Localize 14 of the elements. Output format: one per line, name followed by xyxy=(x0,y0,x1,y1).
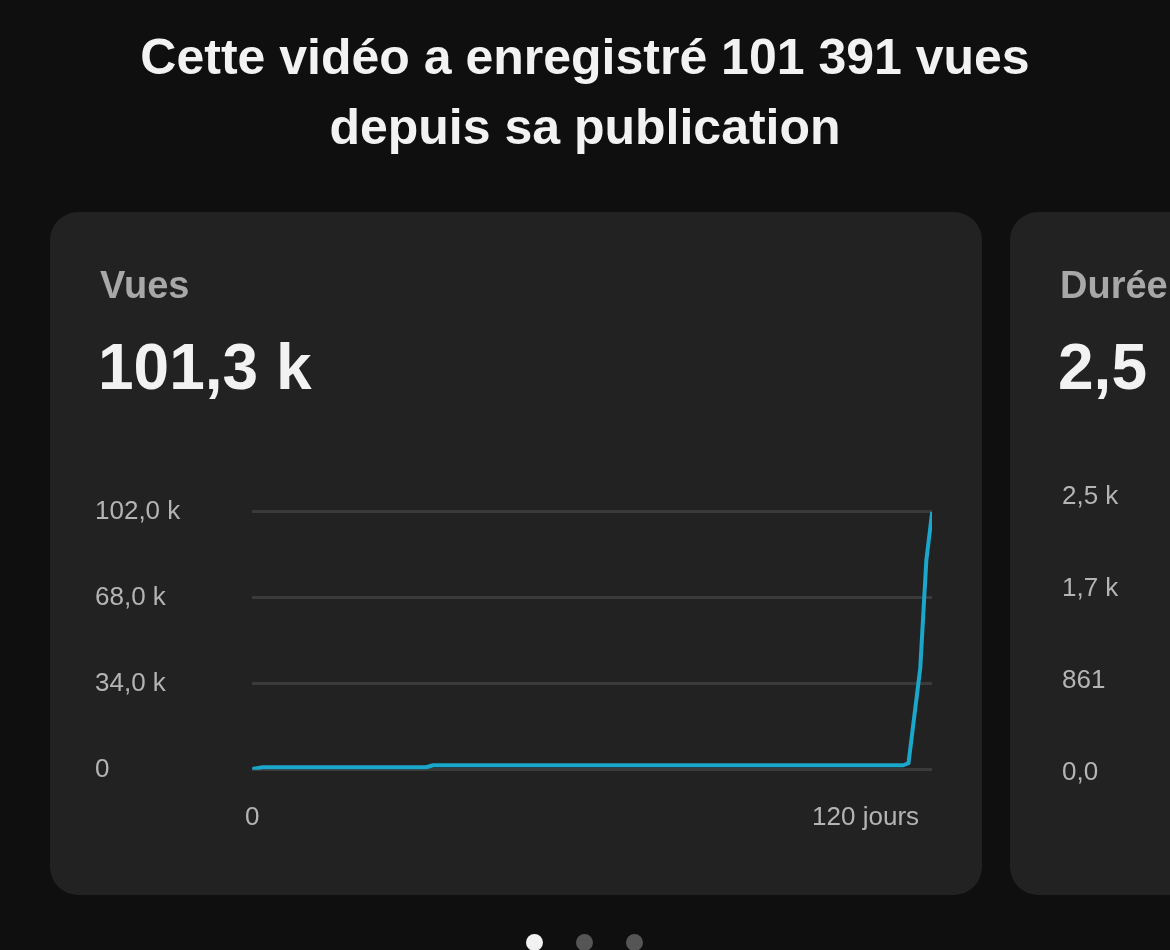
y-tick-label: 0 xyxy=(95,752,110,783)
text: 101,3 k xyxy=(98,330,312,404)
y-tick-label: 34,0 k xyxy=(95,666,167,697)
text: 861 xyxy=(1062,664,1106,695)
chart-title: Cette vidéo a enregistré 101 391 vues depuis sa publication xyxy=(139,28,1031,157)
text: 0,0 xyxy=(1062,756,1099,787)
text: 2,5 xyxy=(1058,330,1147,404)
y-tick-label: 68,0 k xyxy=(95,580,167,611)
text: Durée xyxy=(1060,264,1168,307)
x-tick-label: 120 jours xyxy=(812,800,920,831)
chart-subtitle: Vues xyxy=(100,264,190,307)
text: 2,5 k xyxy=(1062,480,1119,511)
text: 1,7 k xyxy=(1062,572,1119,603)
y-tick-label: 102,0 k xyxy=(95,494,182,525)
